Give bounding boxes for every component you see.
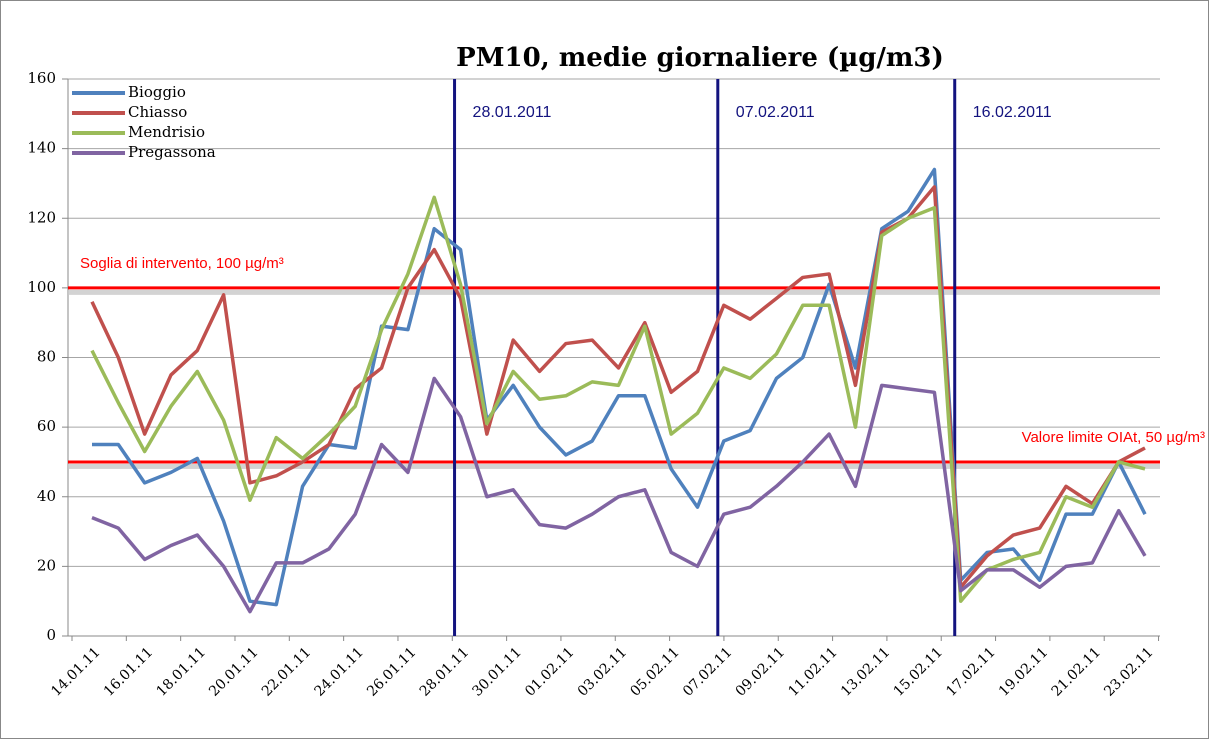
series-line <box>90 195 1146 603</box>
series-line <box>90 185 1146 590</box>
chart-title: PM10, medie giornaliere (µg/m3) <box>456 43 944 73</box>
y-tick-label: 80 <box>37 348 56 366</box>
y-tick-label: 120 <box>27 208 56 226</box>
legend-label: Bioggio <box>128 83 186 101</box>
y-tick-label: 60 <box>37 417 56 435</box>
date-marker-label: 28.01.2011 <box>473 104 552 121</box>
date-marker-label: 07.02.2011 <box>736 104 815 121</box>
threshold-label: Soglia di intervento, 100 µg/m³ <box>80 255 284 272</box>
date-marker-label: 16.02.2011 <box>973 104 1052 121</box>
y-tick-label: 100 <box>27 278 56 296</box>
y-tick-label: 40 <box>37 487 56 505</box>
y-tick-label: 140 <box>27 139 56 157</box>
series-line <box>92 167 1147 607</box>
legend-label: Mendrisio <box>128 123 205 141</box>
threshold-band <box>68 463 1160 469</box>
threshold-band <box>68 289 1160 295</box>
y-tick-label: 20 <box>37 556 56 574</box>
y-tick-label: 0 <box>46 626 56 644</box>
y-tick-label: 160 <box>27 69 56 87</box>
threshold-label: Valore limite OIAt, 50 µg/m³ <box>1022 429 1205 446</box>
series-line <box>91 376 1147 614</box>
legend-label: Pregassona <box>128 143 216 161</box>
legend-label: Chiasso <box>128 103 187 121</box>
